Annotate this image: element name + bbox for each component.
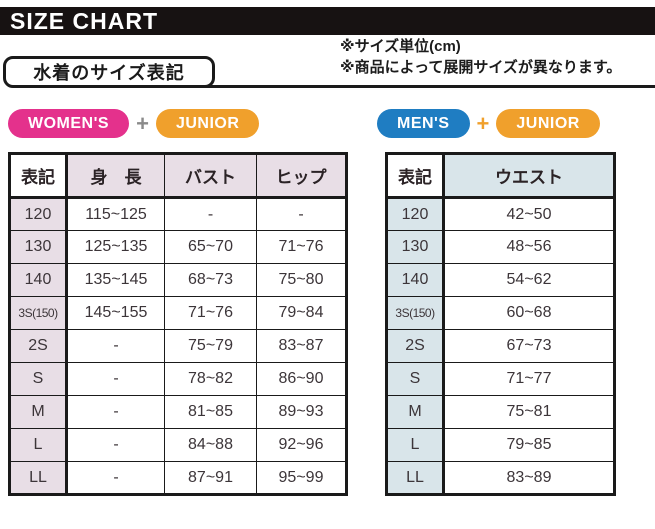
measurement-cell: 75~80 xyxy=(256,263,347,297)
column-header: 表記 xyxy=(9,153,68,199)
measurement-cell: 84~88 xyxy=(164,428,257,462)
womens-badge: WOMEN'S xyxy=(8,109,130,138)
measurement-cell: 145~155 xyxy=(66,296,165,330)
size-label-cell: S xyxy=(9,362,68,396)
measurement-cell: 86~90 xyxy=(256,362,347,396)
measurement-cell: 71~77 xyxy=(443,362,615,396)
measurement-cell: 78~82 xyxy=(164,362,257,396)
mens-size-table: 表記 ウエスト 120 42~50 130 48~56 140 54~62 3S(150) 60~… xyxy=(385,152,616,496)
measurement-cell: 79~84 xyxy=(256,296,347,330)
section-divider-line xyxy=(200,85,655,88)
size-label-cell: 3S(150) xyxy=(9,296,68,330)
plus-sign: + xyxy=(476,110,490,136)
table-row: 2S -75~79 83~87 xyxy=(9,329,347,363)
size-label-cell: LL xyxy=(9,461,68,495)
measurement-cell: - xyxy=(256,197,347,231)
table-row: M 75~81 xyxy=(386,395,615,429)
measurement-cell: 68~73 xyxy=(164,263,257,297)
measurement-cell: - xyxy=(66,428,165,462)
measurement-cell: 42~50 xyxy=(443,197,615,231)
measurement-cell: 135~145 xyxy=(66,263,165,297)
measurement-cell: 75~79 xyxy=(164,329,257,363)
note-size-unit: ※サイズ単位(cm) xyxy=(340,38,461,55)
size-label-cell: 120 xyxy=(386,197,445,231)
table-row: 140 135~145 68~73 75~80 xyxy=(9,263,347,297)
measurement-cell: - xyxy=(66,461,165,495)
size-label-cell: 2S xyxy=(386,329,445,363)
measurement-cell: 81~85 xyxy=(164,395,257,429)
table-row: L 79~85 xyxy=(386,428,615,462)
table-row: 3S(150) 145~155 71~76 79~84 xyxy=(9,296,347,330)
measurement-cell: 92~96 xyxy=(256,428,347,462)
table-row: S 71~77 xyxy=(386,362,615,396)
measurement-cell: 79~85 xyxy=(443,428,615,462)
mens-junior-badges: MEN'S + JUNIOR xyxy=(377,109,600,138)
table-row: L -84~88 92~96 xyxy=(9,428,347,462)
table-row: M -81~85 89~93 xyxy=(9,395,347,429)
table-row: 3S(150) 60~68 xyxy=(386,296,615,330)
mens-badge: MEN'S xyxy=(377,109,470,138)
size-label-cell: 140 xyxy=(9,263,68,297)
measurement-cell: 87~91 xyxy=(164,461,257,495)
size-label-cell: 130 xyxy=(9,230,68,264)
table-row: 2S 67~73 xyxy=(386,329,615,363)
measurement-cell: 125~135 xyxy=(66,230,165,264)
measurement-cell: 48~56 xyxy=(443,230,615,264)
note-size-availability: ※商品によって展開サイズが異なります。 xyxy=(340,59,622,76)
size-label-cell: L xyxy=(9,428,68,462)
size-label-cell: M xyxy=(386,395,445,429)
column-header: 表記 xyxy=(386,153,445,199)
junior-badge: JUNIOR xyxy=(155,109,260,138)
page-title: SIZE CHART xyxy=(10,7,158,34)
measurement-cell: 95~99 xyxy=(256,461,347,495)
measurement-cell: 60~68 xyxy=(443,296,615,330)
column-header: ヒップ xyxy=(256,153,347,199)
size-label-cell: 3S(150) xyxy=(386,296,445,330)
measurement-cell: 54~62 xyxy=(443,263,615,297)
table-row: 120 42~50 xyxy=(386,197,615,231)
header-row: 表記身 長バスト ヒップ xyxy=(9,153,347,199)
table-row: 140 54~62 xyxy=(386,263,615,297)
header-row: 表記 ウエスト xyxy=(386,153,615,199)
table-row: 130 125~135 65~70 71~76 xyxy=(9,230,347,264)
size-label-cell: 120 xyxy=(9,197,68,231)
section-label: 水着のサイズ表記 xyxy=(3,56,215,88)
table-row: LL 83~89 xyxy=(386,461,615,495)
measurement-cell: 65~70 xyxy=(164,230,257,264)
junior-badge: JUNIOR xyxy=(496,109,600,138)
column-header: ウエスト xyxy=(443,153,615,199)
size-label-cell: 140 xyxy=(386,263,445,297)
size-label-cell: S xyxy=(386,362,445,396)
measurement-cell: - xyxy=(164,197,257,231)
size-label-cell: 2S xyxy=(9,329,68,363)
measurement-cell: 71~76 xyxy=(256,230,347,264)
measurement-cell: 89~93 xyxy=(256,395,347,429)
size-label-cell: 130 xyxy=(386,230,445,264)
table-row: 120 115~125- - xyxy=(9,197,347,231)
table-row: 130 48~56 xyxy=(386,230,615,264)
plus-sign: + xyxy=(136,110,149,136)
measurement-cell: - xyxy=(66,395,165,429)
title-bar: SIZE CHART xyxy=(0,7,655,35)
measurement-cell: - xyxy=(66,362,165,396)
measurement-cell: 71~76 xyxy=(164,296,257,330)
measurement-cell: - xyxy=(66,329,165,363)
measurement-cell: 83~87 xyxy=(256,329,347,363)
size-label-cell: L xyxy=(386,428,445,462)
measurement-cell: 75~81 xyxy=(443,395,615,429)
womens-junior-badges: WOMEN'S + JUNIOR xyxy=(8,109,260,138)
size-label-cell: M xyxy=(9,395,68,429)
table-row: S -78~82 86~90 xyxy=(9,362,347,396)
measurement-cell: 83~89 xyxy=(443,461,615,495)
column-header: 身 長 xyxy=(66,153,165,199)
measurement-cell: 115~125 xyxy=(66,197,165,231)
column-header: バスト xyxy=(164,153,257,199)
womens-size-table: 表記身 長バスト ヒップ 120 115~125- -130 125~135 65~70 71… xyxy=(8,152,348,496)
notes: ※サイズ単位(cm) ※商品によって展開サイズが異なります。 xyxy=(340,36,621,78)
table-row: LL -87~91 95~99 xyxy=(9,461,347,495)
size-label-cell: LL xyxy=(386,461,445,495)
measurement-cell: 67~73 xyxy=(443,329,615,363)
